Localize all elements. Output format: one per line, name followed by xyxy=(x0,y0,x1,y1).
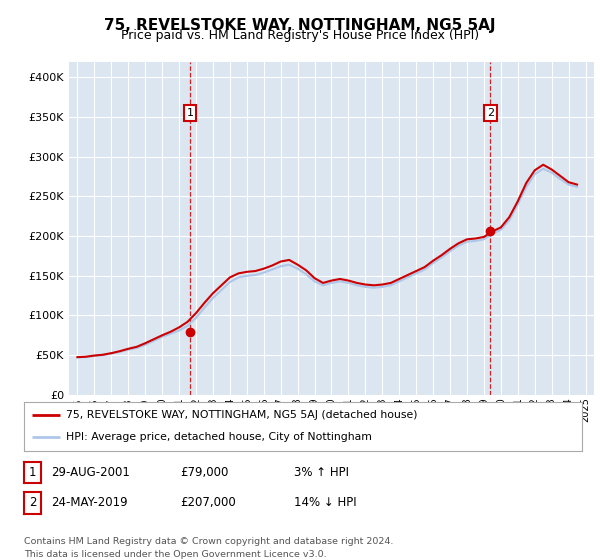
Text: 1: 1 xyxy=(187,108,194,118)
Text: 2: 2 xyxy=(487,108,494,118)
Text: 24-MAY-2019: 24-MAY-2019 xyxy=(51,496,128,510)
Text: 3% ↑ HPI: 3% ↑ HPI xyxy=(294,466,349,479)
Text: 29-AUG-2001: 29-AUG-2001 xyxy=(51,466,130,479)
Text: Price paid vs. HM Land Registry's House Price Index (HPI): Price paid vs. HM Land Registry's House … xyxy=(121,29,479,42)
Text: 1: 1 xyxy=(29,466,36,479)
Text: 2: 2 xyxy=(29,496,36,510)
Text: Contains HM Land Registry data © Crown copyright and database right 2024.
This d: Contains HM Land Registry data © Crown c… xyxy=(24,538,394,559)
Text: £207,000: £207,000 xyxy=(180,496,236,510)
Text: 14% ↓ HPI: 14% ↓ HPI xyxy=(294,496,356,510)
Text: 75, REVELSTOKE WAY, NOTTINGHAM, NG5 5AJ (detached house): 75, REVELSTOKE WAY, NOTTINGHAM, NG5 5AJ … xyxy=(66,410,418,421)
Text: £79,000: £79,000 xyxy=(180,466,229,479)
Text: 75, REVELSTOKE WAY, NOTTINGHAM, NG5 5AJ: 75, REVELSTOKE WAY, NOTTINGHAM, NG5 5AJ xyxy=(104,18,496,33)
Text: HPI: Average price, detached house, City of Nottingham: HPI: Average price, detached house, City… xyxy=(66,432,372,442)
